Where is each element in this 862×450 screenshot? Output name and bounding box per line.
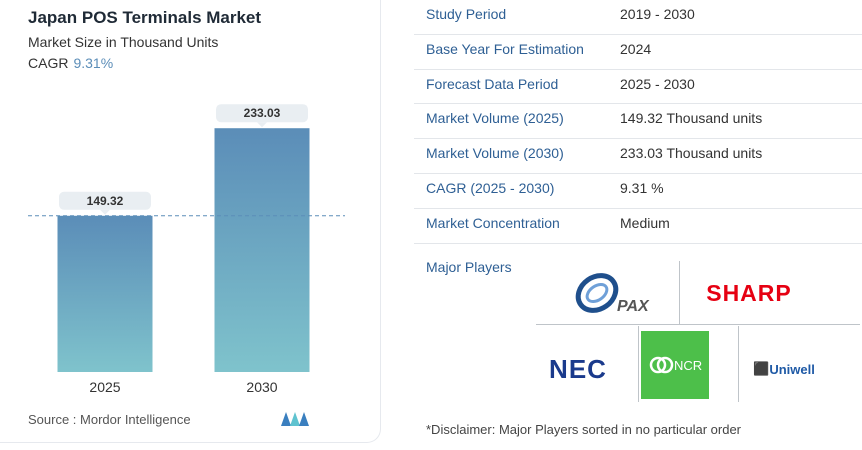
cagr-value: 9.31% [73,55,114,71]
ncr-logo: NCR [641,331,709,399]
chart-title: Japan POS Terminals Market [28,8,262,27]
row-key: Market Volume (2025) [426,110,564,127]
pax-logo-text: PAX [617,298,650,315]
table-row: Market Volume (2030) 233.03 Thousand uni… [414,139,862,174]
row-value: 2025 - 2030 [620,75,695,92]
data-label: 233.03 [244,106,281,120]
divider-vertical-bottom-left [638,326,639,402]
uniwell-logo-text: ⬛ [753,361,770,376]
row-key: Study Period [426,6,507,22]
row-key: Base Year For Estimation [426,40,584,57]
x-tick-label: 2030 [246,379,277,395]
disclaimer-note: *Disclaimer: Major Players sorted in no … [426,422,742,437]
cagr-line: CAGR 9.31% [28,55,113,71]
nec-logo-text: NEC [549,353,607,384]
bar-2030 [214,128,310,372]
row-value: 2019 - 2030 [620,6,695,22]
table-row: Base Year For Estimation 2024 [414,35,862,70]
data-label-pointer [257,122,267,128]
row-key: CAGR (2025 - 2030) [426,179,555,196]
ncr-logo-icon: NCR [649,356,702,374]
chart-subtitle: Market Size in Thousand Units [28,34,219,50]
data-label-bg [59,191,151,210]
ncr-logo-text: NCR [674,358,702,373]
bar-2025 [57,215,153,372]
divider-vertical-bottom-right [738,326,739,402]
divider-horizontal [536,324,860,325]
x-tick-label: 2025 [89,379,120,395]
nec-logo: NEC [538,352,618,386]
market-info-table: Study Period 2019 - 2030 Base Year For E… [414,0,862,244]
bar-chart: 149.32 2025 233.03 2030 [28,104,345,395]
uniwell-logo-name: Uniwell [769,361,815,377]
table-row: Market Concentration Medium [414,209,862,244]
table-row: Forecast Data Period 2025 - 2030 [414,70,862,105]
source-note: Source : Mordor Intelligence [28,412,191,427]
data-label: 149.32 [87,194,124,208]
row-key: Market Concentration [426,214,560,231]
pax-logo: PAX [571,271,666,316]
sharp-logo-text: SHARP [706,279,792,306]
table-row: Study Period 2019 - 2030 [414,0,862,35]
row-value: 9.31 % [620,179,664,196]
table-row: CAGR (2025 - 2030) 9.31 % [414,174,862,209]
row-value: 2024 [620,40,652,57]
row-value: 233.03 Thousand units [620,145,763,162]
row-key: Forecast Data Period [426,75,559,92]
sharp-logo: SHARP [684,276,814,310]
row-key: Market Volume (2030) [426,145,564,162]
pax-logo-icon: PAX [575,273,650,315]
divider-vertical-top [679,261,680,324]
data-label-pointer [100,209,110,215]
mordor-logo-icon [281,412,309,426]
row-value: 149.32 Thousand units [620,110,763,127]
cagr-label: CAGR [28,55,69,71]
uniwell-logo: ⬛ Uniwell [748,356,820,382]
major-players-label: Major Players [426,259,512,275]
row-value: Medium [620,214,670,231]
table-row: Market Volume (2025) 149.32 Thousand uni… [414,104,862,140]
chart-card: Japan POS Terminals Market Market Size i… [0,0,381,443]
data-label-bg [216,104,308,123]
